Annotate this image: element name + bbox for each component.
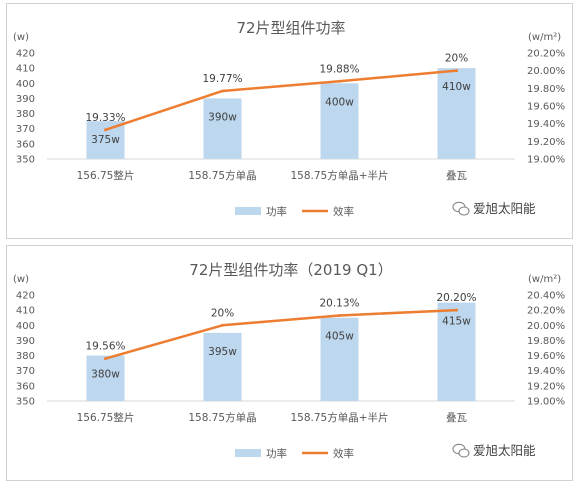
right-tick-label: 19.80% [527, 336, 565, 347]
bar-value-label: 390w [208, 111, 237, 123]
bar-power [320, 83, 359, 159]
category-label: 158.75方单晶 [188, 169, 256, 182]
category-label: 叠瓦 [446, 412, 467, 424]
category-label: 158.75方单晶 [188, 411, 256, 424]
left-tick-label: 390 [16, 336, 35, 347]
wechat-icon [452, 443, 470, 458]
chart-title: 72片型组件功率 [236, 19, 345, 37]
bar-value-label: 375w [91, 134, 120, 146]
efficiency-point [104, 128, 107, 132]
right-axis-unit: (w/m²) [528, 274, 561, 285]
line-value-label: 19.33% [85, 112, 125, 124]
line-value-label: 20.13% [319, 297, 359, 309]
line-value-label: 19.77% [202, 73, 242, 85]
bar-value-label: 380w [91, 369, 120, 381]
left-tick-label: 360 [16, 139, 35, 150]
left-tick-label: 420 [16, 291, 35, 302]
efficiency-point [338, 313, 341, 317]
chart-panel-1: 72片型组件功率 (w) (w/m²) 420 410 400 390 380 370 360 35… [6, 3, 573, 239]
left-tick-label: 410 [16, 306, 35, 317]
wechat-icon [452, 201, 470, 216]
right-tick-label: 19.00% [527, 155, 565, 166]
legend-swatch-power [235, 449, 261, 457]
right-tick-label: 19.00% [527, 397, 565, 408]
legend-swatch-power [235, 207, 261, 215]
efficiency-point [221, 323, 224, 327]
legend-label-power: 功率 [266, 205, 287, 218]
watermark-text: 爱旭太阳能 [473, 201, 536, 216]
right-tick-label: 20.20% [527, 306, 565, 317]
left-tick-label: 400 [16, 321, 35, 332]
category-label: 158.75方单晶+半片 [290, 411, 388, 424]
bar-power [86, 121, 125, 159]
bar-power [203, 98, 242, 159]
left-tick-label: 420 [16, 49, 35, 60]
category-label: 叠瓦 [446, 170, 467, 182]
right-tick-label: 19.40% [527, 119, 565, 130]
right-tick-label: 19.60% [527, 102, 565, 113]
efficiency-line [105, 69, 457, 132]
efficiency-point [338, 79, 341, 83]
right-tick-label: 20.20% [527, 49, 565, 60]
right-tick-label: 19.60% [527, 351, 565, 362]
left-axis-unit: (w) [13, 32, 29, 43]
legend-label-efficiency: 效率 [333, 447, 354, 460]
left-tick-label: 390 [16, 94, 35, 105]
right-tick-label: 19.20% [527, 381, 565, 392]
right-tick-label: 19.40% [527, 366, 565, 377]
right-tick-label: 19.20% [527, 137, 565, 148]
category-label: 158.75方单晶+半片 [290, 169, 388, 182]
combo-chart: 72片型组件功率（2019 Q1） (w) (w/m²) 420 410 400 390 38… [13, 261, 565, 460]
bar-value-label: 405w [325, 331, 354, 343]
left-tick-label: 350 [16, 155, 35, 166]
bar-value-label: 415w [442, 316, 471, 328]
efficiency-point [455, 308, 458, 312]
category-label: 156.75整片 [77, 411, 135, 424]
legend-label-power: 功率 [266, 447, 287, 460]
line-value-label: 20.20% [436, 292, 476, 304]
chart-title: 72片型组件功率（2019 Q1） [189, 261, 392, 279]
efficiency-point [455, 69, 458, 73]
line-value-label: 20% [445, 53, 468, 65]
right-axis-unit: (w/m²) [528, 32, 561, 43]
bar-power [437, 68, 476, 159]
left-tick-label: 380 [16, 351, 35, 362]
chart-panel-2: 72片型组件功率（2019 Q1） (w) (w/m²) 420 410 400 390 38… [6, 245, 573, 481]
bar-power [320, 317, 359, 401]
bar-power [437, 302, 476, 401]
left-tick-label: 360 [16, 381, 35, 392]
bar-value-label: 400w [325, 96, 354, 108]
left-tick-label: 400 [16, 79, 35, 90]
line-value-label: 19.56% [85, 341, 125, 353]
left-tick-label: 380 [16, 109, 35, 120]
watermark-text: 爱旭太阳能 [473, 443, 536, 458]
bar-power [86, 355, 125, 401]
line-value-label: 19.88% [319, 63, 359, 75]
legend-label-efficiency: 效率 [333, 205, 354, 218]
right-tick-label: 20.40% [527, 291, 565, 302]
category-label: 156.75整片 [77, 169, 135, 182]
left-tick-label: 370 [16, 366, 35, 377]
left-tick-label: 370 [16, 124, 35, 135]
line-value-label: 20% [211, 307, 234, 319]
bar-value-label: 395w [208, 346, 237, 358]
bar-value-label: 410w [442, 81, 471, 93]
combo-chart: 72片型组件功率 (w) (w/m²) 420 410 400 390 380 370 360 35… [13, 19, 565, 218]
right-tick-label: 20.00% [527, 321, 565, 332]
left-axis-unit: (w) [13, 274, 29, 285]
left-tick-label: 350 [16, 397, 35, 408]
right-tick-label: 20.00% [527, 66, 565, 77]
efficiency-line [105, 308, 457, 360]
efficiency-point [221, 89, 224, 93]
left-tick-label: 410 [16, 64, 35, 75]
efficiency-point [104, 357, 107, 361]
right-tick-label: 19.80% [527, 84, 565, 95]
bar-power [203, 332, 242, 401]
